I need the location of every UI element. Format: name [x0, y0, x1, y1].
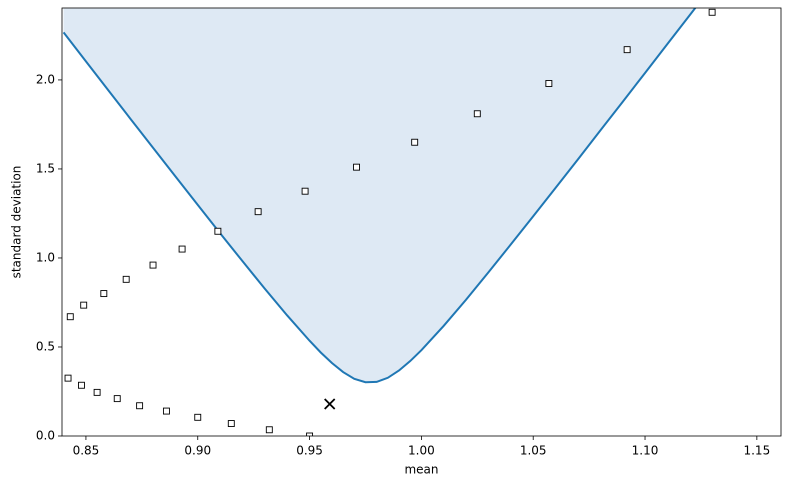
x-tick-label: 1.10: [632, 444, 659, 458]
x-point: [324, 398, 336, 410]
square-point: [162, 407, 170, 415]
square-point: [178, 245, 186, 253]
square-point: [353, 163, 360, 171]
x-tick-label: 0.95: [296, 444, 323, 458]
plot-area: [62, 8, 716, 436]
square-point: [113, 395, 121, 403]
square-point: [306, 432, 314, 436]
y-tick-label: 1.0: [36, 250, 55, 264]
y-tick-label: 0.0: [36, 429, 55, 443]
square-point: [214, 227, 222, 235]
feasible-region: [63, 8, 696, 383]
x-tick-label: 0.90: [184, 444, 211, 458]
y-tick-label: 2.0: [36, 72, 55, 86]
square-point: [227, 420, 235, 427]
square-point: [122, 275, 130, 283]
square-point: [708, 8, 716, 16]
square-point: [301, 187, 309, 195]
square-point: [411, 138, 419, 146]
y-axis-label: standard deviation: [10, 166, 24, 279]
square-point: [66, 313, 74, 321]
square-point: [93, 388, 101, 396]
square-point: [64, 374, 72, 382]
y-tick-label: 0.5: [36, 339, 55, 353]
x-tick-label: 1.00: [408, 444, 435, 458]
y-tick-label: 1.5: [36, 161, 55, 175]
square-point: [545, 80, 553, 87]
x-tick-label: 1.15: [743, 444, 770, 458]
square-point: [78, 381, 85, 389]
square-point: [149, 261, 157, 269]
x-tick-label: 0.85: [73, 444, 100, 458]
square-point: [80, 301, 88, 309]
x-tick-label: 1.05: [520, 444, 547, 458]
square-point: [623, 46, 631, 54]
square-point: [136, 402, 144, 410]
x-axis-label: mean: [404, 463, 438, 477]
square-point: [194, 413, 202, 421]
square-point: [254, 208, 262, 216]
square-point: [473, 110, 481, 118]
frontier-line: [62, 8, 697, 384]
square-point: [265, 426, 273, 434]
square-point: [100, 290, 108, 298]
